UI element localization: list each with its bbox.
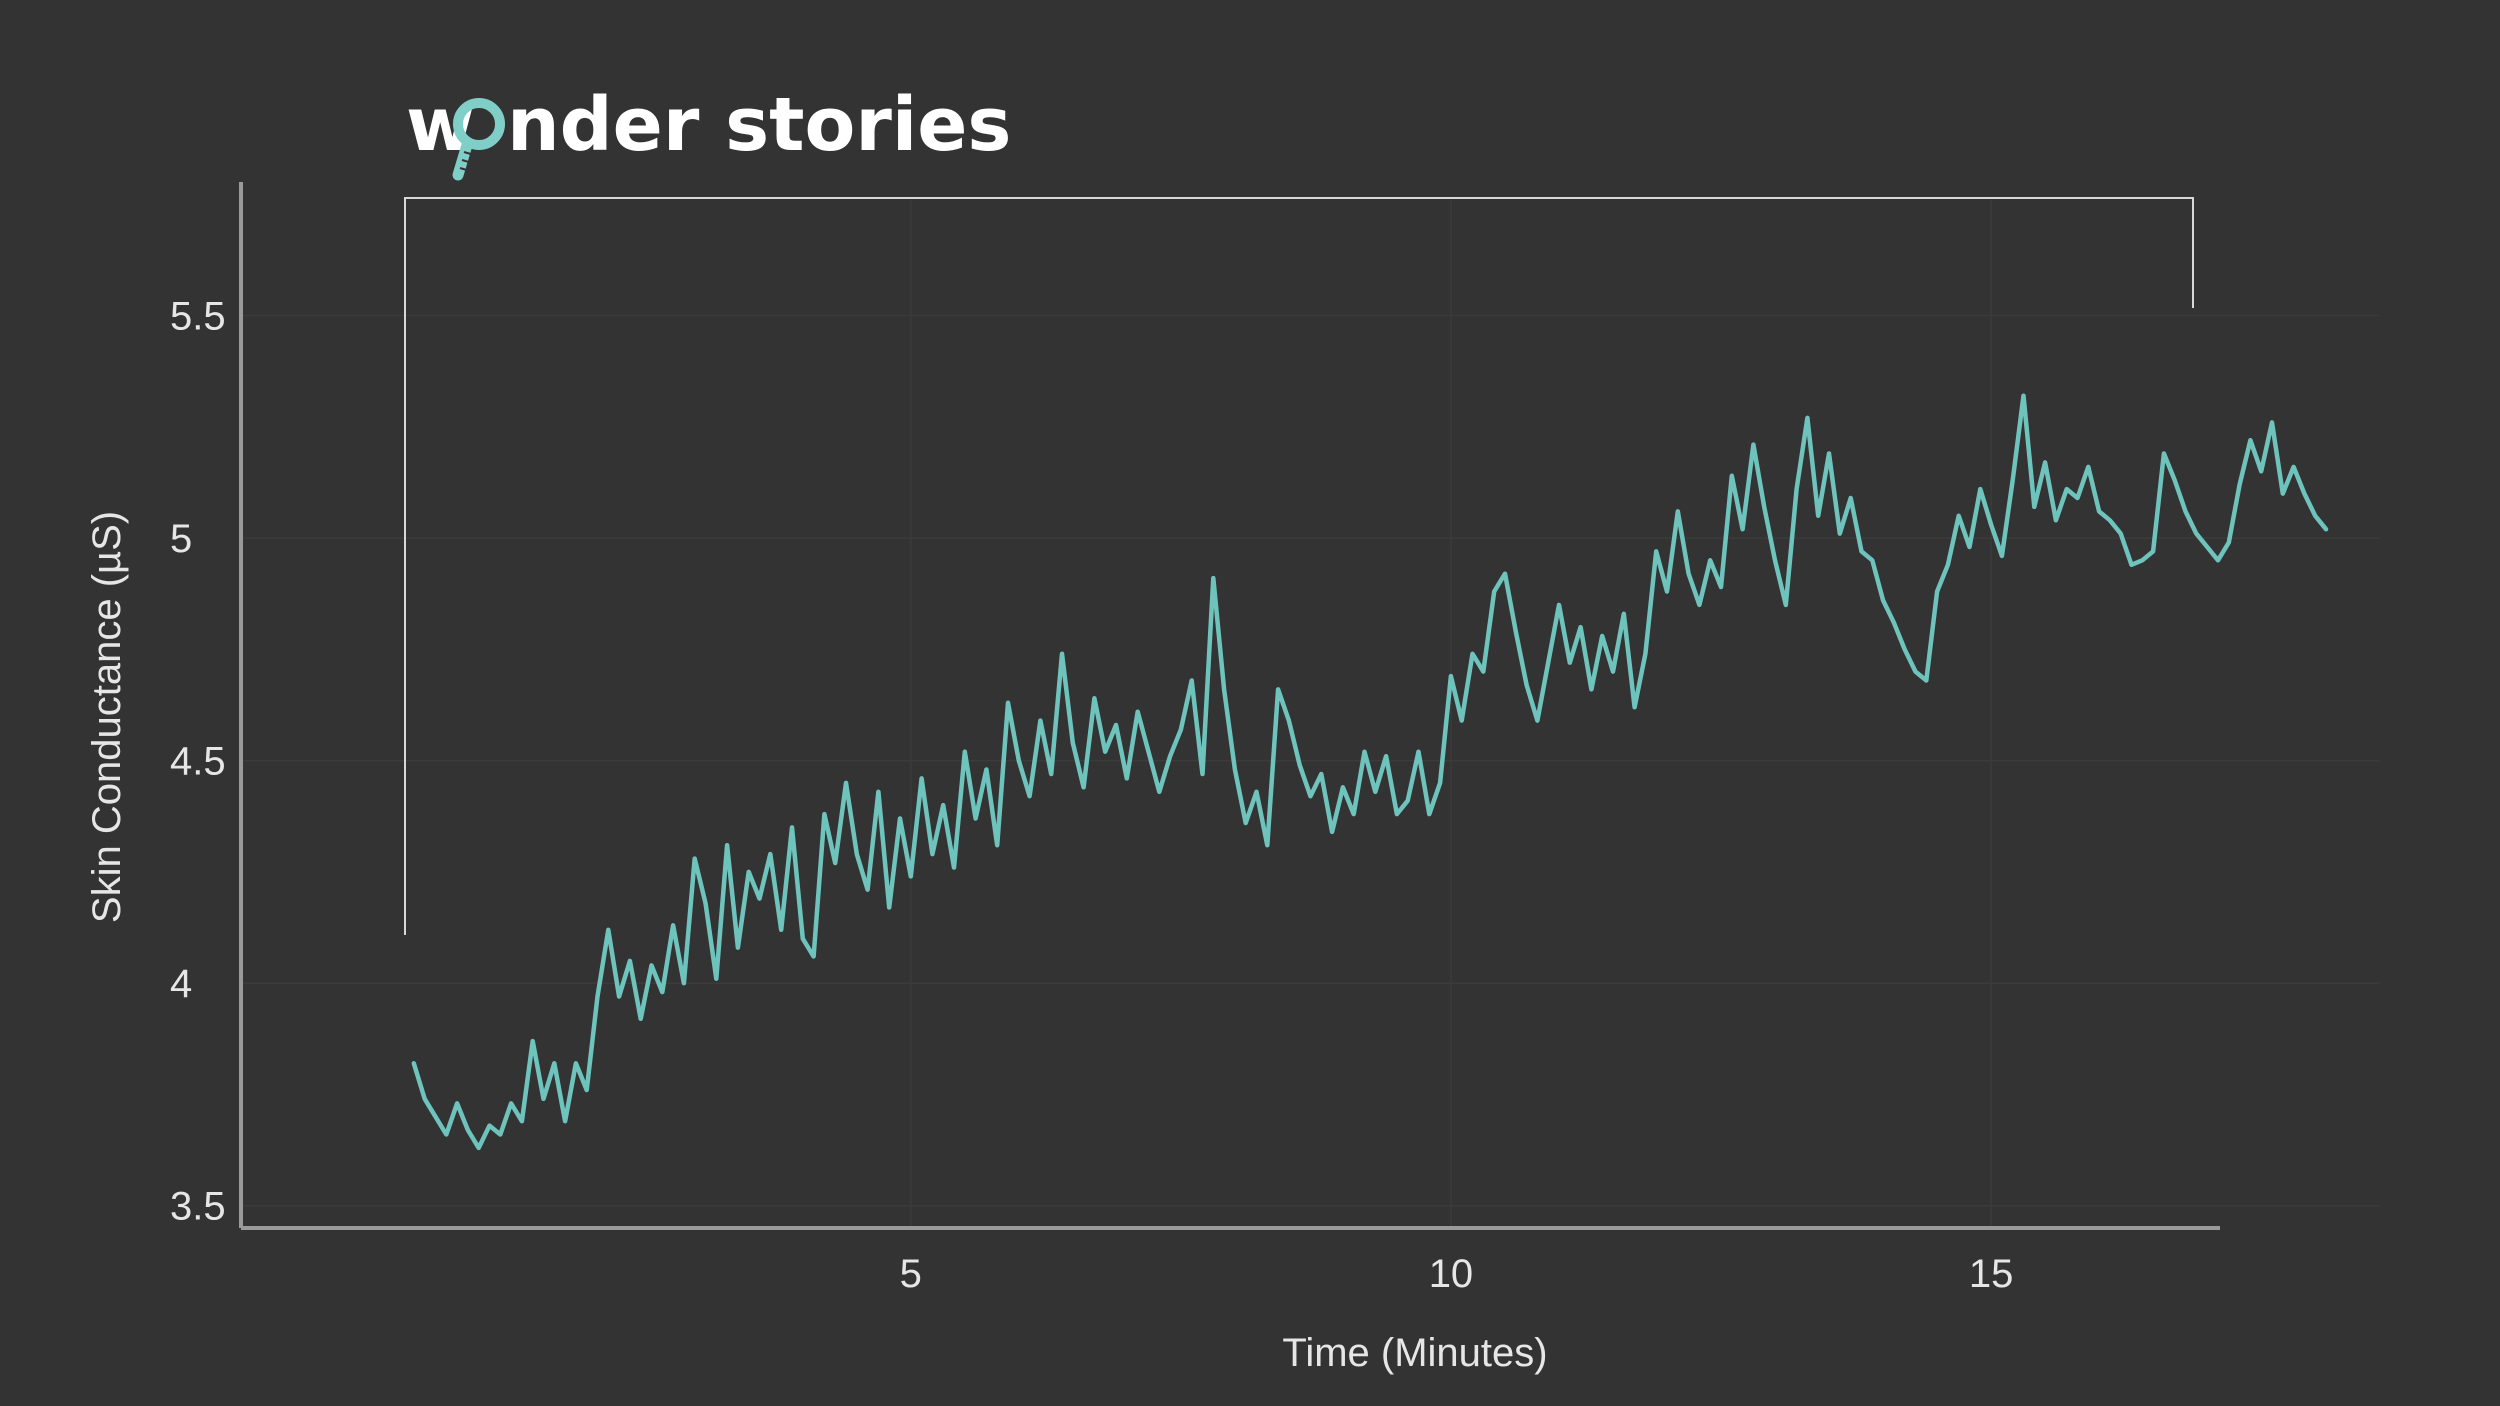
x-tick-labels: 5 10 15 — [900, 1252, 2014, 1296]
y-tick-label: 3.5 — [170, 1185, 226, 1229]
logo: w nder stories — [406, 82, 1011, 181]
y-tick-label: 5.5 — [170, 295, 226, 339]
y-tick-label: 4.5 — [170, 740, 226, 784]
x-tick-label: 10 — [1429, 1252, 1474, 1296]
series-line — [411, 393, 2329, 1151]
y-tick-labels: 3.5 4 4.5 5 5.5 — [170, 295, 226, 1229]
y-tick-label: 4 — [170, 962, 192, 1006]
x-tick-label: 15 — [1969, 1252, 2014, 1296]
x-axis-title: Time (Minutes) — [1282, 1331, 1547, 1375]
bracket-line — [404, 197, 2194, 935]
y-tick-label: 5 — [170, 517, 192, 561]
y-axis-title: Skin Conductance (µS) — [85, 511, 129, 923]
logo-text-end: nder stories — [507, 82, 1011, 168]
magnifying-glass-icon — [452, 98, 505, 181]
x-tick-label: 5 — [900, 1252, 922, 1296]
